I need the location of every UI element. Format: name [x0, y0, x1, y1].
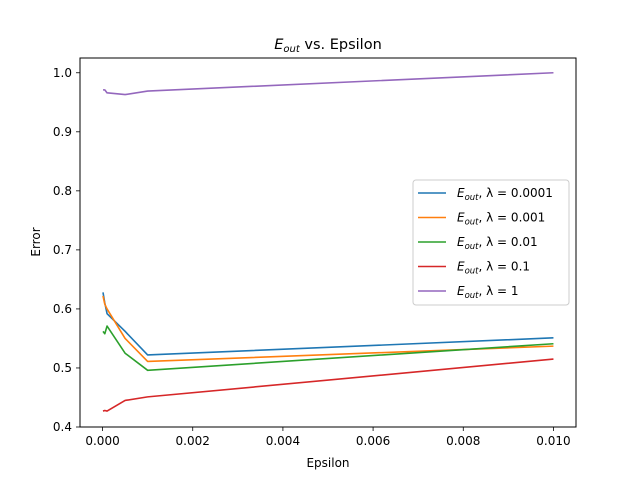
x-tick-label: 0.004	[266, 434, 300, 448]
legend: Eout, λ = 0.0001 Eout, λ = 0.001 Eout, λ =…	[412, 179, 570, 306]
legend-entry-label: Eout, λ = 0.01	[457, 235, 538, 252]
x-tick-label: 0.008	[446, 434, 480, 448]
y-tick-label: 0.6	[53, 302, 72, 316]
chart-title-rest: vs. Epsilon	[300, 37, 382, 53]
series-line-4	[103, 71, 554, 96]
series-line-1	[102, 295, 554, 363]
y-tick-label: 0.7	[53, 243, 72, 257]
chart-title-sub: out	[283, 44, 300, 55]
x-tick-label: 0.010	[536, 434, 570, 448]
series-line-3	[102, 358, 554, 412]
legend-entry-label: Eout, λ = 0.001	[457, 211, 545, 228]
y-tick-label: 0.5	[53, 361, 72, 375]
plot-frame	[79, 57, 577, 428]
x-tick-label: 0.006	[356, 434, 390, 448]
legend-box	[412, 179, 570, 306]
y-tick-label: 1.0	[53, 66, 72, 80]
x-tick-label: 0.000	[85, 434, 119, 448]
legend-entry-label: Eout, λ = 1	[457, 284, 519, 301]
series-layer	[102, 71, 554, 412]
axes-layer: 0.000 0.002 0.004 0.006 0.008 0.010 0.4 0.5 0.6 0…	[53, 66, 571, 448]
y-tick-label: 0.8	[53, 184, 72, 198]
x-tick-label: 0.002	[176, 434, 210, 448]
chart-title: Eout vs. Epsilon	[274, 37, 382, 55]
chart-title-main: E	[274, 37, 284, 53]
legend-entry-label: Eout, λ = 0.1	[457, 260, 530, 277]
y-axis-label: Error	[29, 227, 43, 256]
x-axis-label: Epsilon	[306, 456, 349, 470]
y-tick-label: 0.4	[53, 420, 72, 434]
series-line-2	[102, 325, 554, 372]
legend-entry-label: Eout, λ = 0.0001	[457, 186, 553, 203]
y-tick-label: 0.9	[53, 125, 72, 139]
